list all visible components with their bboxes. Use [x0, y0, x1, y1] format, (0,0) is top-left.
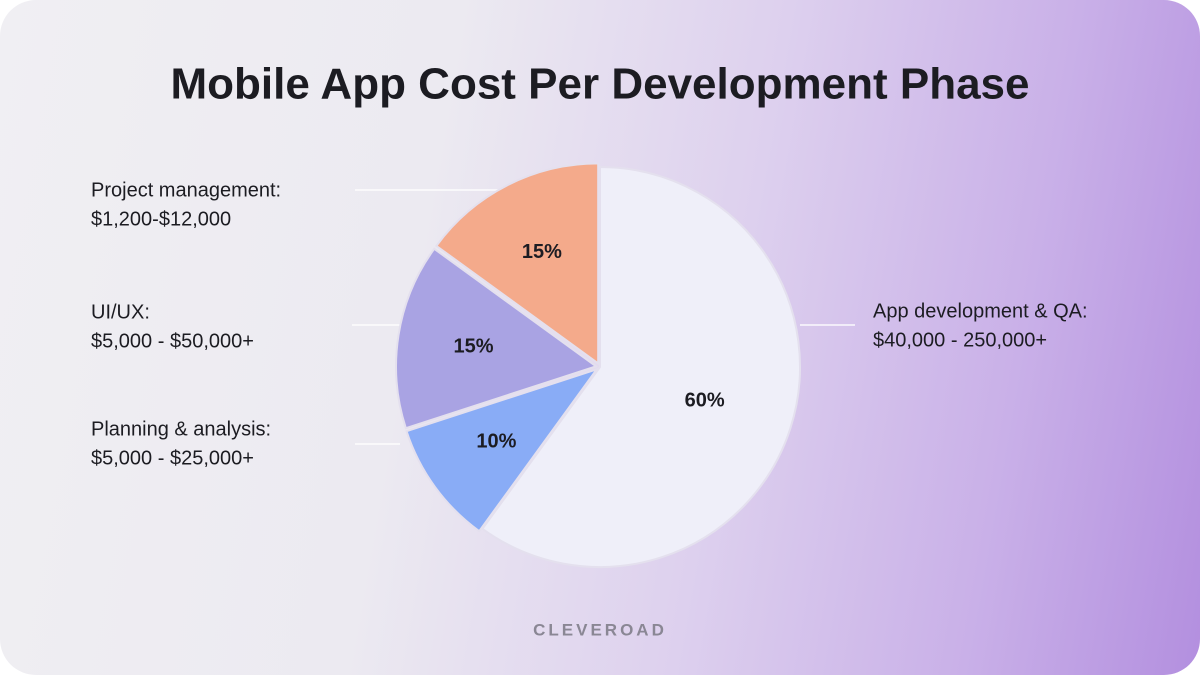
legend-label: Planning & analysis: [91, 418, 271, 440]
legend-cost: $40,000 - 250,000+ [873, 329, 1047, 351]
legend-cost: $5,000 - $50,000+ [91, 330, 254, 352]
slice-label: 15% [522, 241, 562, 263]
slice-label: 60% [685, 389, 725, 411]
legend-label: App development & QA: [873, 300, 1088, 322]
legend-cost: $1,200-$12,000 [91, 208, 231, 230]
pie-slice [481, 165, 801, 568]
legend-cost: $5,000 - $25,000+ [91, 447, 254, 469]
legend-label: UI/UX: [91, 301, 150, 323]
pie-slice [405, 367, 600, 533]
brand-logo: CLEVEROAD [533, 620, 667, 639]
legend-label: Project management: [91, 179, 281, 201]
pie-slice [395, 247, 599, 430]
slice-label: 10% [476, 431, 516, 453]
chart-title: Mobile App Cost Per Development Phase [171, 60, 1030, 109]
slice-label: 15% [454, 335, 494, 357]
pie-slice [434, 162, 600, 366]
